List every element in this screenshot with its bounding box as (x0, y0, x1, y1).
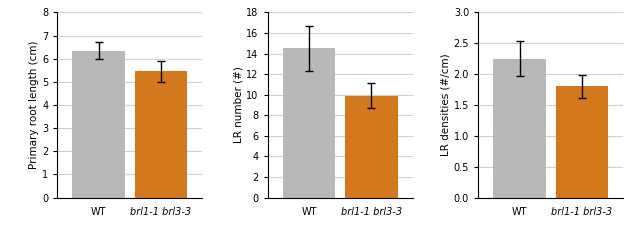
Text: WT: WT (91, 207, 106, 217)
Y-axis label: Primary root length (cm): Primary root length (cm) (29, 41, 39, 169)
Bar (556, 86, 608, 198)
Y-axis label: LR densities (#/cm): LR densities (#/cm) (441, 54, 451, 156)
Text: WT: WT (301, 207, 317, 217)
Bar (494, 59, 546, 198)
Bar (73, 51, 125, 198)
Text: WT: WT (512, 207, 527, 217)
Text: brl1-1 brl3-3: brl1-1 brl3-3 (551, 207, 612, 217)
Bar (283, 48, 335, 198)
Text: brl1-1 brl3-3: brl1-1 brl3-3 (341, 207, 402, 217)
Text: brl1-1 brl3-3: brl1-1 brl3-3 (130, 207, 191, 217)
Y-axis label: LR number (#): LR number (#) (233, 66, 244, 144)
Bar (345, 96, 398, 198)
Bar (135, 71, 187, 198)
